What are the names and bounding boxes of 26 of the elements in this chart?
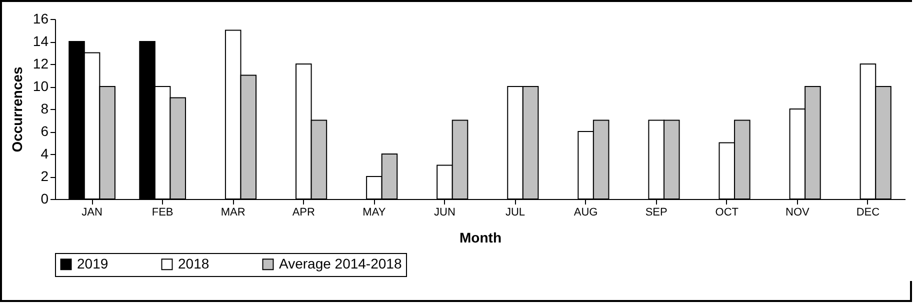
y-tick-label: 16 xyxy=(32,10,49,26)
x-tick-label: JUL xyxy=(505,206,526,218)
y-tick-label: 8 xyxy=(40,100,49,116)
x-tick-label: APR xyxy=(292,206,316,218)
x-axis-title: Month xyxy=(460,230,502,246)
x-tick-label: DEC xyxy=(856,206,880,218)
y-tick-label: 12 xyxy=(32,56,49,72)
x-tick-label: MAY xyxy=(362,206,386,218)
y-tick-label: 2 xyxy=(40,168,49,184)
x-tick-label: MAR xyxy=(220,206,246,218)
legend-label: 2018 xyxy=(178,255,210,272)
x-tick-label: AUG xyxy=(574,206,598,218)
legend-label: 2019 xyxy=(77,255,108,272)
legend-label: Average 2014-2018 xyxy=(279,255,402,272)
x-tick-label: FEB xyxy=(152,206,174,218)
y-tick-label: 14 xyxy=(32,33,49,49)
y-tick-label: 6 xyxy=(40,123,49,139)
x-tick-label: JAN xyxy=(82,206,102,218)
x-tick-label: OCT xyxy=(715,206,739,218)
y-tick-label: 4 xyxy=(40,146,49,162)
x-tick-label: SEP xyxy=(645,206,668,218)
y-tick-label: 0 xyxy=(40,190,49,206)
x-tick-label: JUN xyxy=(434,206,456,218)
y-tick-label: 10 xyxy=(32,78,49,94)
y-axis-title: Occurrences xyxy=(8,66,25,152)
x-tick-label: NOV xyxy=(786,206,810,218)
